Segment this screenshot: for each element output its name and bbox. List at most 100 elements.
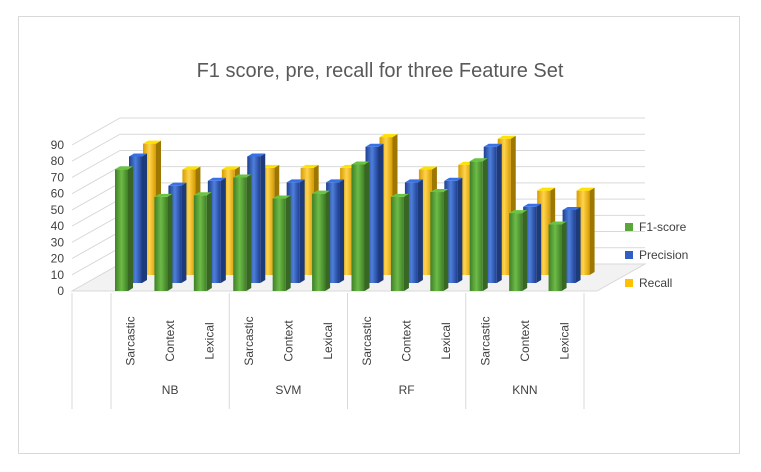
y-tick-label: 80 bbox=[51, 154, 65, 168]
bar-top-recall bbox=[576, 187, 595, 191]
bar-f1-score bbox=[351, 164, 365, 291]
bar-top-recall bbox=[143, 140, 161, 144]
bar-side-f1-score bbox=[167, 193, 173, 291]
category-label: Lexical bbox=[557, 322, 571, 359]
category-label: Context bbox=[518, 320, 532, 362]
bar-side-precision bbox=[142, 153, 147, 283]
bar-f1-score bbox=[193, 195, 207, 291]
bar-side-f1-score bbox=[443, 189, 449, 291]
bar-top-precision bbox=[207, 177, 226, 181]
category-label: Sarcastic bbox=[360, 316, 374, 365]
bar-top-f1-score bbox=[115, 166, 133, 170]
legend-swatch-f1-score bbox=[625, 223, 633, 231]
bar-top-precision bbox=[483, 143, 502, 147]
bar-top-f1-score bbox=[469, 158, 488, 162]
bar-f1-score bbox=[233, 177, 247, 291]
bar-top-f1-score bbox=[193, 192, 212, 196]
y-tick-label: 50 bbox=[51, 203, 65, 217]
bar-top-f1-score bbox=[430, 189, 449, 193]
bar-side-f1-score bbox=[128, 166, 133, 291]
y-tick-label: 40 bbox=[51, 219, 65, 233]
bar-top-recall bbox=[182, 166, 201, 170]
y-tick-label: 90 bbox=[51, 138, 65, 152]
y-tick-label: 30 bbox=[51, 235, 65, 249]
bar-top-f1-score bbox=[233, 174, 252, 178]
bars-layer bbox=[115, 134, 595, 291]
bar-f1-score bbox=[509, 213, 523, 291]
y-tick-label: 20 bbox=[51, 252, 65, 266]
category-label: Sarcastic bbox=[242, 316, 256, 365]
bar-top-precision bbox=[129, 153, 147, 157]
bar-side-recall bbox=[589, 187, 595, 275]
bar-top-precision bbox=[523, 203, 542, 207]
bar-side-f1-score bbox=[561, 221, 567, 291]
bar-top-recall bbox=[537, 187, 556, 191]
category-label: Context bbox=[400, 320, 414, 362]
bar-side-precision bbox=[378, 143, 384, 283]
gridline bbox=[71, 149, 645, 178]
bar-f1-score bbox=[430, 192, 444, 291]
bar-f1-score bbox=[390, 196, 404, 291]
bar-side-f1-score bbox=[246, 174, 252, 291]
bar-top-precision bbox=[286, 179, 305, 183]
bar-top-precision bbox=[365, 143, 384, 147]
category-label: Lexical bbox=[321, 322, 335, 359]
bar-top-f1-score bbox=[548, 221, 567, 225]
bar-side-precision bbox=[220, 177, 226, 283]
bar-side-f1-score bbox=[403, 193, 409, 291]
category-label: Context bbox=[163, 320, 177, 362]
bar-f1-score bbox=[115, 169, 128, 291]
y-tick-label: 60 bbox=[51, 187, 65, 201]
bar-side-precision bbox=[457, 177, 463, 283]
bar-top-f1-score bbox=[312, 190, 331, 194]
y-tick-label: 10 bbox=[51, 268, 65, 282]
bar-f1-score bbox=[548, 224, 562, 291]
category-label: Sarcastic bbox=[124, 316, 138, 365]
bar-top-f1-score bbox=[390, 193, 409, 197]
bar-side-precision bbox=[299, 179, 305, 283]
bar-side-precision bbox=[339, 179, 345, 283]
bar-top-f1-score bbox=[509, 210, 528, 214]
category-label: Lexical bbox=[439, 322, 453, 359]
legend-label: Precision bbox=[639, 248, 688, 262]
bar-top-recall bbox=[418, 166, 437, 170]
bar-top-precision bbox=[168, 182, 187, 186]
bar-f1-score bbox=[469, 161, 483, 291]
legend-swatch-precision bbox=[625, 251, 633, 259]
gridline bbox=[71, 133, 645, 162]
bar-side-f1-score bbox=[285, 195, 291, 291]
gridline bbox=[71, 117, 645, 146]
category-label: Sarcastic bbox=[478, 316, 492, 365]
chart-svg: F1 score, pre, recall for three Feature … bbox=[51, 60, 688, 409]
group-label: SVM bbox=[275, 383, 301, 397]
bar-side-f1-score bbox=[522, 210, 528, 291]
bar-top-recall bbox=[261, 164, 280, 168]
bar-top-f1-score bbox=[154, 193, 173, 197]
bar-top-precision bbox=[247, 153, 266, 157]
bar-side-precision bbox=[260, 153, 266, 283]
axis-layer: 0 10 20 30 40 50 60 70 80 90 bbox=[51, 138, 65, 298]
y-tick-label: 0 bbox=[57, 284, 64, 298]
bar-top-precision bbox=[404, 179, 423, 183]
bar-f1-score bbox=[154, 196, 168, 291]
bar-top-precision bbox=[444, 177, 463, 181]
chart-frame: F1 score, pre, recall for three Feature … bbox=[18, 16, 740, 454]
legend-label: F1-score bbox=[639, 220, 687, 234]
group-label: NB bbox=[162, 383, 179, 397]
bar-top-recall bbox=[300, 164, 319, 168]
category-label: Context bbox=[281, 320, 295, 362]
category-label: Lexical bbox=[203, 322, 217, 359]
bar-top-f1-score bbox=[351, 161, 370, 165]
category-axis: Sarcastic Context Lexical Sarcastic Context L… bbox=[71, 293, 585, 409]
bar-top-recall bbox=[221, 166, 240, 170]
bar-side-f1-score bbox=[206, 192, 212, 291]
legend-swatch-recall bbox=[625, 279, 633, 287]
bar-top-precision bbox=[562, 207, 581, 210]
group-label: RF bbox=[399, 383, 415, 397]
bar-side-precision bbox=[575, 207, 581, 283]
bar-side-f1-score bbox=[482, 158, 488, 291]
bar-side-precision bbox=[496, 143, 502, 283]
legend: F1-score Precision Recall bbox=[625, 220, 688, 290]
bar-top-recall bbox=[497, 135, 516, 139]
chart-title: F1 score, pre, recall for three Feature … bbox=[197, 60, 564, 82]
